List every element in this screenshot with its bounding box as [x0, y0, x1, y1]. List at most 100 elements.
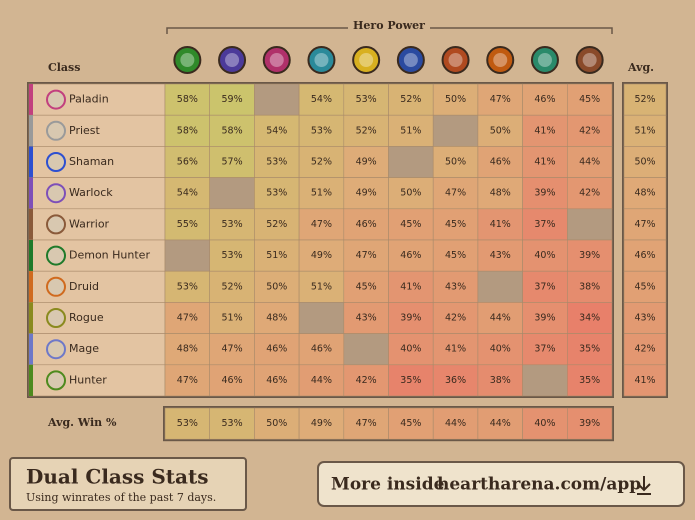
hero-power-icon-inner [403, 53, 418, 67]
cell-value: 37% [534, 219, 555, 230]
hero-power-icon-inner [359, 53, 374, 67]
cell-value: 47% [490, 94, 511, 105]
avg-value: 52% [634, 94, 655, 105]
heat-cell [209, 333, 255, 366]
heat-cell [209, 364, 255, 397]
avg-value: 42% [634, 344, 655, 355]
cta-prefix: More inside [331, 475, 445, 495]
heat-cell [477, 239, 523, 272]
cell-value: 45% [579, 94, 600, 105]
heat-cell [164, 364, 211, 397]
cell-value: 47% [221, 344, 242, 355]
avg-win-value: 39% [579, 418, 600, 429]
cell-value: 37% [534, 344, 555, 355]
heat-cell [522, 302, 568, 334]
cell-value: 59% [221, 94, 242, 105]
heat-cell [477, 302, 523, 334]
heat-cell [209, 114, 255, 147]
empty-cell [164, 239, 211, 272]
heat-cell [477, 177, 523, 210]
hero-power-icon-inner [537, 53, 552, 67]
cell-value: 42% [579, 188, 600, 199]
cell-value: 53% [356, 94, 377, 105]
heat-cell [343, 364, 389, 397]
cell-value: 53% [221, 250, 242, 261]
download-icon [637, 476, 651, 495]
cell-value: 52% [266, 219, 287, 230]
avg-win-value: 44% [445, 418, 466, 429]
class-color-bar [29, 271, 33, 303]
cell-value: 50% [490, 125, 511, 136]
avg-win-value: 47% [356, 418, 377, 429]
cell-value: 46% [356, 219, 377, 230]
avg-frame [622, 82, 668, 398]
heat-cell [477, 364, 523, 397]
cell-value: 46% [534, 94, 555, 105]
cell-value: 57% [221, 157, 242, 168]
heat-cell [209, 239, 255, 272]
hero-power-icon [396, 46, 425, 74]
heat-cell [209, 270, 255, 303]
cell-value: 50% [445, 94, 466, 105]
avg-value: 45% [634, 281, 655, 292]
heat-cell [477, 208, 523, 241]
heat-cell [432, 270, 479, 303]
cell-value: 37% [534, 281, 555, 292]
class-icon [46, 370, 66, 391]
hero-power-icon [352, 46, 381, 74]
heat-cell [566, 114, 613, 147]
hero-power-icon-inner [448, 53, 463, 67]
heat-cell [343, 177, 389, 210]
avg-win-cell [164, 407, 211, 440]
heat-cell [432, 364, 479, 397]
heat-cell [566, 239, 613, 272]
cell-value: 53% [221, 219, 242, 230]
avg-value: 43% [634, 313, 655, 324]
hero-power-icon-inner [269, 53, 284, 67]
cell-value: 40% [400, 344, 421, 355]
heat-cell [298, 239, 345, 272]
empty-cell [432, 114, 479, 147]
cell-value: 52% [221, 281, 242, 292]
hero-power-icon-inner [225, 53, 240, 67]
heat-cell [388, 364, 434, 397]
heat-cell [298, 146, 345, 178]
class-label: Class [48, 61, 80, 74]
cell-value: 55% [177, 219, 198, 230]
avg-win-value: 50% [266, 418, 287, 429]
class-icon [46, 183, 66, 204]
class-name: Warrior [69, 217, 110, 230]
cell-value: 53% [266, 157, 287, 168]
class-icon [46, 152, 66, 172]
cell-value: 51% [400, 125, 421, 136]
table-frame [27, 82, 614, 398]
heat-cell [164, 177, 211, 210]
cell-value: 35% [579, 344, 600, 355]
cta-button[interactable] [317, 461, 685, 507]
heat-cell [254, 302, 300, 334]
heat-cell [388, 302, 434, 334]
class-color-bar [29, 333, 33, 365]
avg-win-label: Avg. Win % [47, 416, 117, 429]
hero-power-icon-inner [493, 53, 508, 67]
footer-box [9, 457, 247, 511]
class-icon [46, 308, 66, 328]
cell-value: 39% [534, 313, 555, 324]
heat-cell [477, 114, 523, 147]
class-icon [46, 245, 66, 266]
heat-cell [298, 208, 345, 241]
avg-cell [623, 333, 667, 366]
hero-power-icon [575, 46, 604, 74]
cell-value: 43% [445, 281, 466, 292]
hero-power-icon [486, 46, 515, 74]
hero-power-icon [307, 46, 336, 74]
hero-power-icon [173, 46, 202, 74]
class-color-bar [29, 84, 33, 116]
heat-cell [298, 177, 345, 210]
cell-value: 47% [177, 375, 198, 386]
class-icon [46, 339, 66, 360]
cell-value: 53% [266, 188, 287, 199]
heat-cell [209, 208, 255, 241]
cta-link[interactable]: heartharena.com/app [437, 475, 641, 495]
avg-win-value: 49% [311, 418, 332, 429]
